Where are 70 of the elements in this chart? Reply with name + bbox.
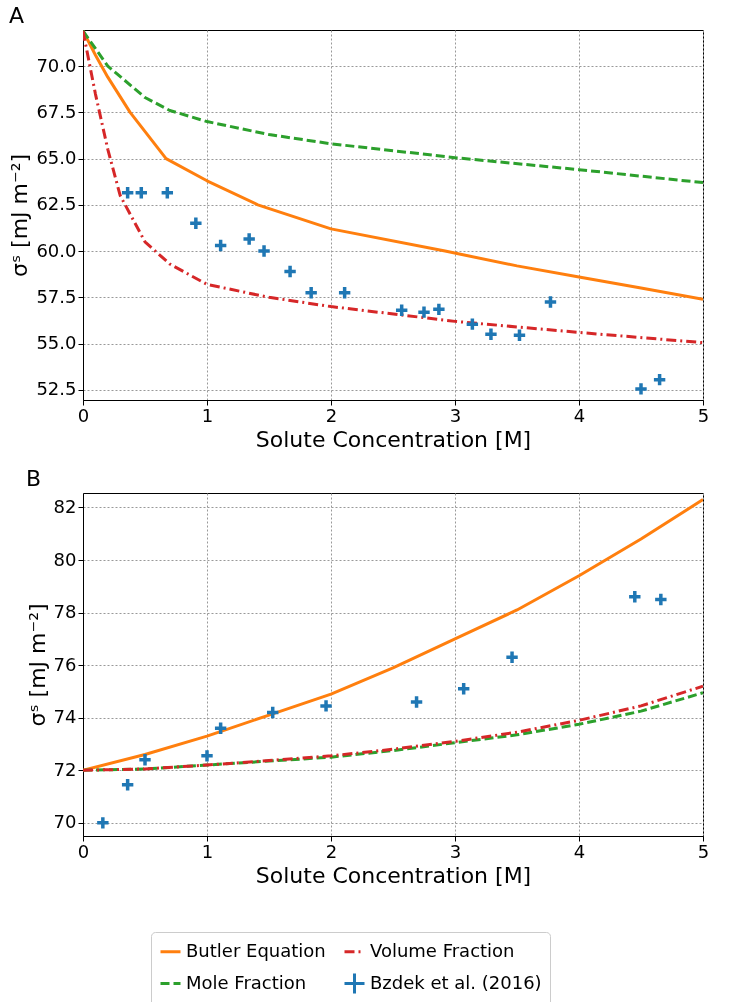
x-tick-label: 4 bbox=[573, 840, 586, 862]
point bbox=[133, 185, 149, 201]
y-tick-label: 74 bbox=[53, 706, 77, 728]
y-tick-label: 65.0 bbox=[36, 147, 77, 169]
y-tick-label: 62.5 bbox=[36, 193, 77, 215]
point bbox=[456, 681, 472, 697]
x-tick-label: 1 bbox=[201, 404, 214, 426]
point bbox=[504, 649, 520, 665]
point bbox=[409, 694, 425, 710]
point bbox=[120, 185, 136, 201]
point bbox=[213, 720, 229, 736]
point bbox=[303, 285, 319, 301]
point bbox=[512, 327, 527, 343]
x-tick-label: 5 bbox=[697, 840, 710, 862]
x-tick-label: 2 bbox=[325, 404, 338, 426]
point bbox=[416, 304, 432, 320]
y-tick-label: 80 bbox=[53, 548, 77, 570]
point bbox=[256, 243, 272, 259]
x-axis-title: Solute Concentration [M] bbox=[255, 426, 532, 452]
y-tick-label: 57.5 bbox=[36, 285, 77, 307]
y-tick-label: 52.5 bbox=[36, 378, 77, 400]
y-tick-label: 70.0 bbox=[36, 54, 77, 76]
y-tick-label: 78 bbox=[53, 601, 77, 623]
point bbox=[464, 316, 480, 332]
point bbox=[543, 294, 558, 310]
point bbox=[95, 815, 111, 831]
point bbox=[241, 231, 257, 247]
x-tick-label: 5 bbox=[697, 404, 710, 426]
point bbox=[483, 326, 499, 342]
point bbox=[653, 592, 669, 607]
legend-label: Mole Fraction bbox=[186, 971, 307, 993]
point bbox=[633, 381, 649, 397]
x-tick-label: 0 bbox=[77, 404, 90, 426]
x-tick-label: 4 bbox=[573, 404, 586, 426]
legend-label: Bzdek et al. (2016) bbox=[370, 971, 542, 993]
point bbox=[337, 285, 353, 301]
point bbox=[137, 752, 153, 768]
y-tick-label: 76 bbox=[53, 653, 77, 675]
chart-title: B bbox=[26, 466, 42, 491]
point bbox=[199, 748, 215, 764]
y-axis-title: σˢ [mJ m⁻²] bbox=[24, 603, 50, 727]
point bbox=[120, 777, 136, 793]
x-axis-title: Solute Concentration [M] bbox=[255, 862, 532, 888]
chart-title: A bbox=[8, 3, 24, 28]
point bbox=[188, 215, 204, 231]
y-tick-label: 70 bbox=[53, 811, 77, 833]
x-tick-label: 2 bbox=[325, 840, 338, 862]
y-tick-label: 67.5 bbox=[36, 100, 77, 122]
point bbox=[265, 705, 281, 720]
point bbox=[652, 372, 668, 388]
y-axis-title: σˢ [mJ m⁻²] bbox=[7, 153, 33, 278]
y-tick-label: 72 bbox=[53, 758, 77, 780]
point bbox=[282, 263, 298, 279]
point bbox=[318, 698, 334, 714]
point bbox=[627, 589, 643, 605]
y-tick-label: 60.0 bbox=[36, 239, 77, 261]
x-tick-label: 1 bbox=[201, 840, 214, 862]
legend-label: Volume Fraction bbox=[370, 939, 515, 961]
line-series bbox=[83, 498, 703, 772]
point bbox=[431, 301, 447, 317]
legend-label: Butler Equation bbox=[186, 939, 326, 961]
point bbox=[213, 238, 229, 253]
y-tick-label: 82 bbox=[53, 495, 77, 517]
line-series bbox=[83, 30, 703, 185]
x-tick-label: 3 bbox=[449, 840, 462, 862]
x-tick-label: 0 bbox=[77, 840, 90, 862]
x-tick-label: 3 bbox=[449, 404, 462, 426]
point bbox=[394, 302, 410, 318]
point bbox=[159, 185, 175, 201]
y-tick-label: 55.0 bbox=[36, 332, 77, 354]
